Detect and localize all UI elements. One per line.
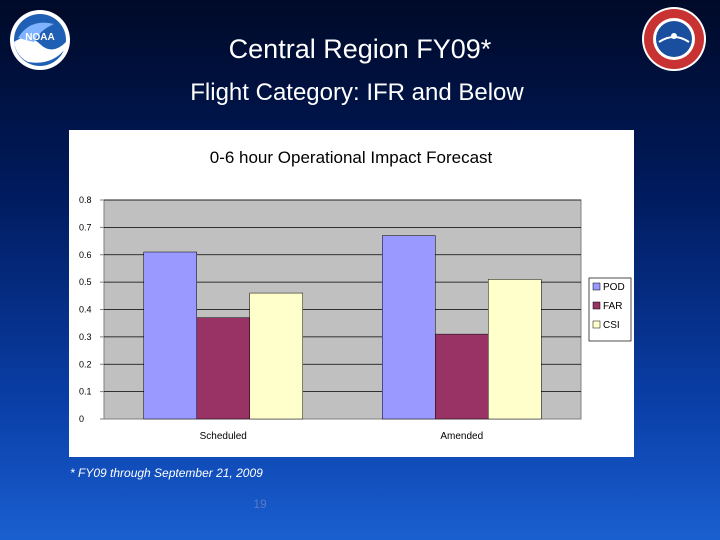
- legend-swatch-csi: [592, 320, 601, 329]
- noaa-logo-text: NOAA: [25, 32, 54, 43]
- x-tick-label: Amended: [440, 431, 483, 442]
- y-tick-label: 0.2: [79, 359, 92, 369]
- bar-pod-amended: [382, 235, 436, 420]
- bar-csi-amended: [488, 279, 542, 420]
- y-tick-label: 0.1: [79, 387, 92, 397]
- x-tick-label: Scheduled: [200, 431, 247, 442]
- bar-far-scheduled: [196, 317, 250, 420]
- footnote: * FY09 through September 21, 2009: [70, 466, 263, 480]
- bar-csi-scheduled: [249, 292, 303, 420]
- y-tick-label: 0.7: [79, 222, 92, 232]
- page-number: 19: [253, 497, 267, 511]
- y-tick-label: 0.3: [79, 332, 92, 342]
- legend-label-far: FAR: [603, 301, 622, 312]
- nws-seal-icon: [642, 7, 706, 71]
- slide-title: Central Region FY09*: [228, 34, 492, 64]
- y-tick-label: 0.8: [79, 195, 92, 205]
- bar-chart: 0-6 hour Operational Impact Forecast 0 0.…: [79, 148, 632, 442]
- legend-label-csi: CSI: [603, 320, 620, 331]
- legend-swatch-far: [592, 301, 601, 310]
- slide-subtitle: Flight Category: IFR and Below: [190, 79, 524, 106]
- chart-title: 0-6 hour Operational Impact Forecast: [210, 148, 493, 167]
- legend-label-pod: POD: [603, 282, 625, 293]
- y-tick-label: 0.4: [79, 305, 92, 315]
- y-tick-label: 0: [79, 414, 84, 424]
- y-tick-label: 0.5: [79, 277, 92, 287]
- noaa-logo-icon: NOAA: [10, 10, 70, 70]
- bar-far-amended: [435, 333, 489, 420]
- chart-container: 0-6 hour Operational Impact Forecast 0 0.…: [69, 130, 634, 457]
- legend-swatch-pod: [592, 282, 601, 291]
- y-tick-label: 0.6: [79, 250, 92, 260]
- bar-pod-scheduled: [143, 251, 197, 420]
